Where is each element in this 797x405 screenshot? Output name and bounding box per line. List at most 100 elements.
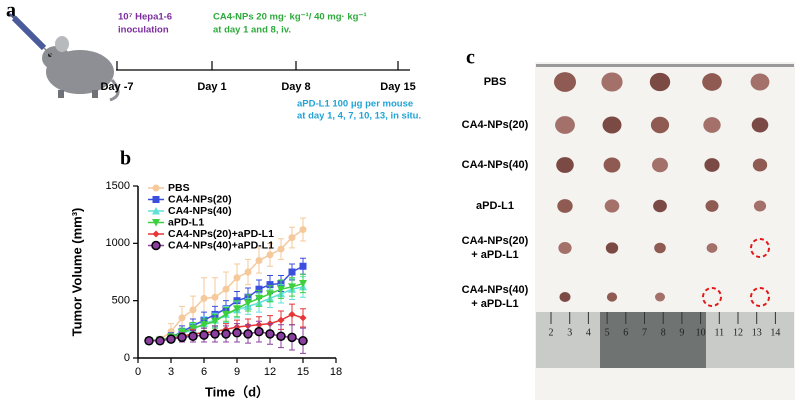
y-tick-label: 1000	[106, 237, 130, 249]
data-point	[144, 336, 154, 346]
inoculation-text: 10⁷ Hepa1-6	[118, 12, 172, 23]
ruler-number: 3	[567, 327, 572, 338]
tumor	[649, 72, 671, 92]
data-point	[244, 299, 252, 307]
ruler-number: 11	[714, 327, 724, 338]
data-point	[200, 294, 208, 302]
tumor	[655, 292, 665, 302]
data-point	[233, 305, 241, 313]
group-label: aPD-L1	[476, 200, 514, 212]
data-point	[189, 306, 197, 314]
ruler-number: 6	[623, 327, 628, 338]
data-point	[266, 251, 274, 259]
ruler-number: 5	[605, 327, 610, 338]
tumor	[705, 200, 719, 212]
treatment-text: CA4-NPs 20 mg· kg⁻¹/ 40 mg· kg⁻¹	[213, 12, 367, 23]
day-label: Day -7	[100, 81, 133, 93]
tumor	[653, 199, 667, 213]
x-tick-label: 3	[168, 366, 174, 378]
data-point	[287, 332, 297, 343]
data-point	[166, 334, 176, 344]
x-tick-label: 6	[201, 366, 207, 378]
data-point	[254, 326, 264, 337]
ruler-number: 2	[549, 327, 554, 338]
legend-label: CA4-NPs(20)	[168, 193, 232, 205]
group-label: PBS	[484, 76, 507, 88]
data-point	[288, 234, 296, 242]
tumor	[753, 200, 767, 212]
panel-label: b	[120, 148, 131, 170]
legend-marker	[152, 230, 160, 238]
tumor	[702, 73, 722, 91]
tumor	[703, 117, 721, 133]
ruler-number: 14	[770, 327, 780, 338]
data-point	[189, 324, 197, 333]
missing-tumor	[702, 287, 722, 307]
data-point	[222, 310, 230, 319]
data-point	[199, 330, 209, 340]
ruler-number: 12	[733, 327, 743, 338]
day-label: Day 1	[197, 81, 226, 93]
tumor	[752, 158, 768, 172]
data-point	[211, 317, 219, 326]
data-point	[167, 328, 175, 336]
data-point	[221, 329, 231, 339]
legend-label: CA4-NPs(40)+aPD-L1	[168, 239, 274, 251]
tumor	[559, 292, 571, 302]
tumor	[554, 72, 576, 92]
tumor	[606, 292, 618, 302]
data-point	[288, 310, 296, 318]
ruler-number: 8	[661, 327, 666, 338]
ruler-number: 13	[752, 327, 762, 338]
legend-marker	[152, 196, 160, 203]
data-point	[244, 268, 252, 276]
data-point	[178, 314, 186, 322]
tumor	[603, 157, 621, 173]
tumor	[750, 73, 770, 91]
day-label: Day 8	[281, 81, 310, 93]
data-point	[299, 314, 307, 322]
ruler-number: 7	[642, 327, 647, 338]
treatment-text: at day 1 and 8, iv.	[213, 25, 291, 36]
group-label: CA4-NPs(40)	[462, 159, 529, 171]
data-point	[177, 332, 187, 343]
data-point	[188, 331, 198, 341]
group-label: + aPD-L1	[471, 249, 518, 261]
ruler-number: 4	[586, 327, 591, 338]
x-axis-label: Time（d）	[205, 384, 269, 399]
x-tick-label: 0	[135, 366, 141, 378]
legend-label: CA4-NPs(40)	[168, 205, 232, 217]
tumor	[704, 158, 720, 172]
ruler-number: 9	[679, 327, 684, 338]
legend-label: CA4-NPs(20)+aPD-L1	[168, 228, 274, 240]
legend-label: aPD-L1	[168, 216, 204, 228]
data-point	[288, 268, 296, 276]
data-point	[243, 329, 253, 339]
legend-marker	[152, 219, 160, 227]
tumor	[652, 157, 668, 173]
antibody-text: aPD-L1 100 μg per mouse	[297, 99, 413, 110]
tumor	[601, 72, 623, 92]
day-label: Day 15	[380, 81, 415, 93]
legend-marker	[151, 240, 161, 251]
tumor	[650, 116, 670, 134]
y-axis-label: Tumor Volume (mm³)	[69, 208, 84, 337]
data-point	[298, 336, 308, 346]
data-point	[265, 329, 275, 339]
x-tick-label: 15	[297, 366, 309, 378]
tumor	[604, 199, 620, 213]
data-point	[155, 336, 165, 346]
group-label: CA4-NPs(20)	[462, 235, 529, 247]
panel-label: a	[6, 0, 16, 22]
ruler-shadow	[600, 312, 706, 368]
data-point	[200, 321, 208, 329]
x-tick-label: 18	[330, 366, 342, 378]
antibody-text: at day 1, 4, 7, 10, 13, in situ.	[297, 111, 421, 122]
y-tick-label: 0	[124, 352, 130, 364]
data-point	[211, 293, 219, 301]
group-label: CA4-NPs(40)	[462, 284, 529, 296]
data-point	[233, 274, 241, 282]
photo-edge	[536, 64, 794, 67]
missing-tumor	[750, 287, 770, 307]
x-tick-label: 9	[234, 366, 240, 378]
